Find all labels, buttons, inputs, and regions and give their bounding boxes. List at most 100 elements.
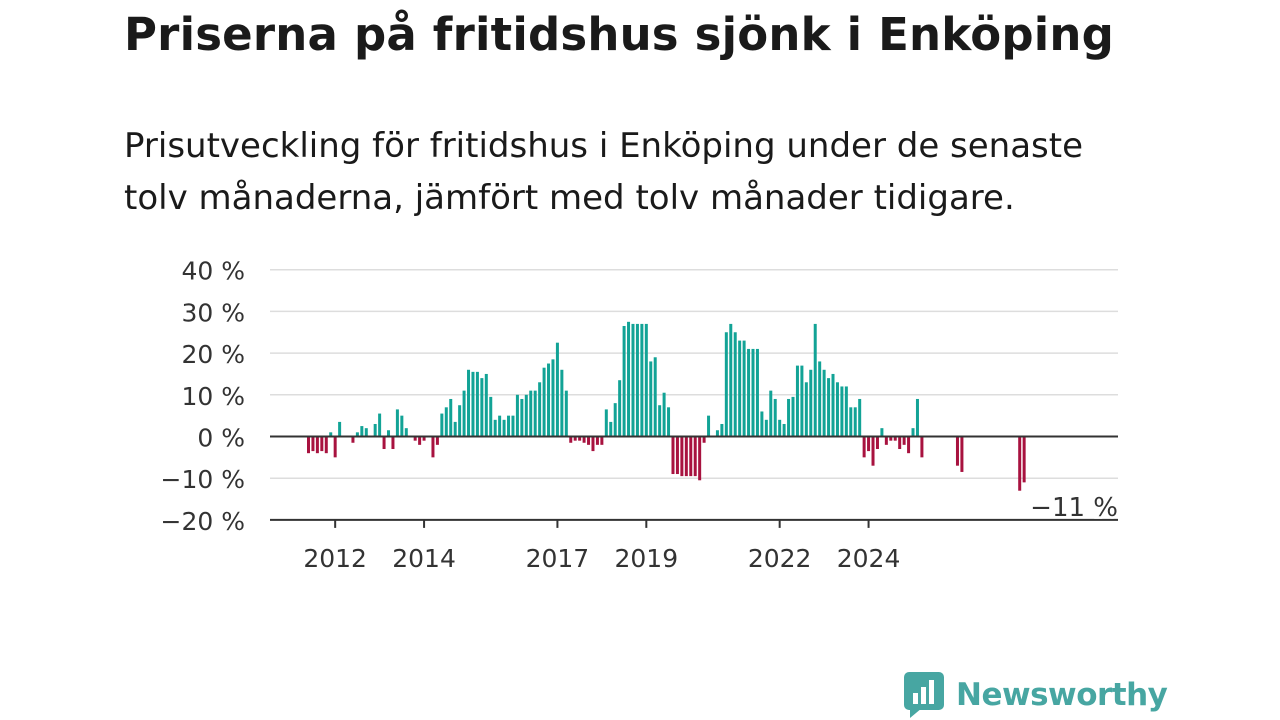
bar bbox=[724, 332, 728, 437]
bar bbox=[698, 436, 702, 481]
brand-name: Newsworthy bbox=[956, 677, 1168, 713]
bar bbox=[795, 365, 799, 437]
bar bbox=[764, 419, 768, 437]
bar bbox=[489, 396, 493, 437]
bar bbox=[444, 407, 448, 437]
y-tick-label: 0 % bbox=[197, 424, 245, 453]
newsworthy-logo-icon bbox=[904, 672, 944, 718]
bar bbox=[573, 436, 577, 441]
bar bbox=[493, 419, 497, 437]
bar bbox=[458, 405, 462, 437]
bar bbox=[689, 436, 693, 477]
bar bbox=[418, 436, 422, 445]
bar bbox=[582, 436, 586, 443]
x-tick-label: 2017 bbox=[526, 544, 590, 573]
y-tick-label: 10 % bbox=[181, 382, 245, 411]
bar bbox=[600, 436, 604, 445]
x-tick-label: 2019 bbox=[615, 544, 679, 573]
bar bbox=[329, 432, 333, 437]
bar bbox=[480, 378, 484, 437]
bar bbox=[791, 396, 795, 437]
bar bbox=[778, 419, 782, 437]
bar bbox=[858, 398, 862, 437]
bar bbox=[315, 436, 319, 454]
bar bbox=[782, 423, 786, 437]
bar bbox=[395, 409, 399, 437]
bar bbox=[613, 403, 617, 437]
bar bbox=[742, 340, 746, 437]
bar bbox=[364, 428, 368, 437]
bar bbox=[707, 415, 711, 437]
bar bbox=[880, 428, 884, 437]
x-tick-label: 2022 bbox=[748, 544, 812, 573]
bar bbox=[751, 348, 755, 437]
bar bbox=[515, 394, 519, 437]
bar bbox=[564, 390, 568, 437]
bar bbox=[849, 407, 853, 437]
bar bbox=[769, 390, 773, 437]
bar bbox=[920, 436, 924, 458]
bar bbox=[320, 436, 324, 452]
bar bbox=[747, 348, 751, 437]
bar bbox=[955, 436, 959, 466]
bar bbox=[738, 340, 742, 437]
chart-title: Priserna på fritidshus sjönk i Enköping bbox=[124, 8, 1114, 61]
bar bbox=[658, 405, 662, 437]
bar bbox=[889, 436, 893, 441]
bar bbox=[871, 436, 875, 466]
bar bbox=[800, 365, 804, 437]
bar bbox=[960, 436, 964, 472]
bar bbox=[631, 323, 635, 437]
bar bbox=[502, 419, 506, 437]
bar bbox=[907, 436, 911, 454]
bar bbox=[867, 436, 871, 452]
last-value-label: −11 % bbox=[1030, 493, 1118, 523]
bar bbox=[649, 361, 653, 437]
bar bbox=[635, 323, 639, 437]
bar bbox=[893, 436, 897, 441]
bar bbox=[604, 409, 608, 437]
bar bbox=[555, 342, 559, 437]
bar bbox=[355, 432, 359, 437]
bar bbox=[413, 436, 417, 441]
bar bbox=[822, 369, 826, 437]
bar bbox=[875, 436, 879, 450]
bar bbox=[578, 436, 582, 441]
bar bbox=[840, 386, 844, 437]
x-tick-label: 2012 bbox=[303, 544, 367, 573]
bar bbox=[671, 436, 675, 475]
bar bbox=[382, 436, 386, 450]
bar bbox=[733, 332, 737, 437]
bar bbox=[680, 436, 684, 477]
bar bbox=[520, 398, 524, 437]
bar bbox=[729, 323, 733, 437]
bar bbox=[1022, 436, 1026, 483]
bar bbox=[475, 371, 479, 437]
bar bbox=[373, 423, 377, 437]
bar bbox=[422, 436, 426, 441]
bar bbox=[618, 380, 622, 437]
bar bbox=[587, 436, 591, 445]
bar bbox=[720, 423, 724, 437]
bar bbox=[391, 436, 395, 450]
bar bbox=[351, 436, 355, 443]
bar bbox=[440, 413, 444, 437]
bar bbox=[400, 415, 404, 437]
bar bbox=[404, 428, 408, 437]
chart-subtitle: Prisutveckling för fritidshus i Enköping… bbox=[124, 126, 1084, 218]
bar bbox=[644, 323, 648, 437]
bar bbox=[560, 369, 564, 437]
bar bbox=[435, 436, 439, 445]
x-tick-label: 2014 bbox=[392, 544, 456, 573]
bar bbox=[529, 390, 533, 437]
bar bbox=[702, 436, 706, 443]
bar bbox=[684, 436, 688, 477]
bar bbox=[773, 398, 777, 437]
bar bbox=[627, 321, 631, 437]
bar bbox=[662, 392, 666, 437]
bar bbox=[471, 371, 475, 437]
bar bbox=[595, 436, 599, 445]
y-tick-label: 30 % bbox=[181, 298, 245, 327]
bar bbox=[462, 390, 466, 437]
bar bbox=[542, 367, 546, 437]
